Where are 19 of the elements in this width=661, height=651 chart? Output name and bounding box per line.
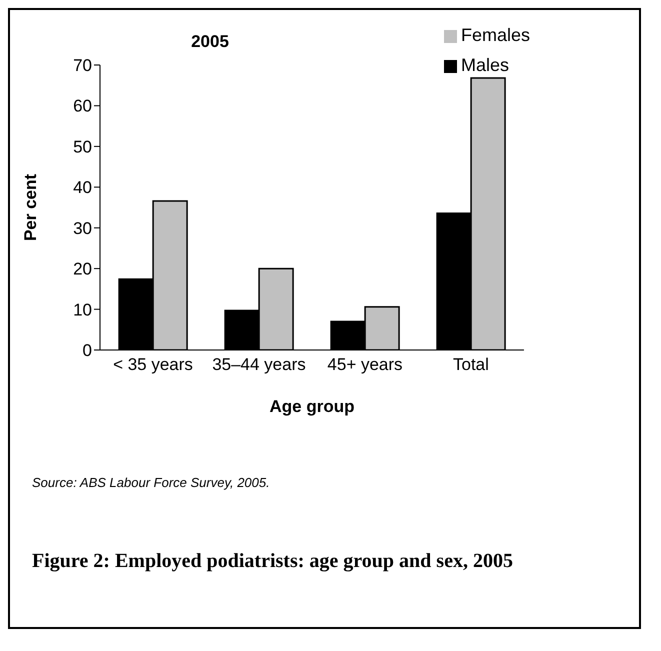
y-tick-label: 0 (82, 341, 92, 360)
x-tick-label: 45+ years (327, 355, 403, 374)
y-tick-label: 30 (73, 218, 92, 238)
y-tick-label: 10 (73, 300, 92, 320)
y-tick-label: 70 (73, 56, 92, 76)
legend-label: Males (460, 55, 509, 75)
x-tick-label: Total (453, 355, 489, 374)
y-tick-label: 60 (73, 96, 92, 116)
caption: Figure 2: Employed podiatrists: age group and sex, 2005 (32, 550, 514, 573)
x-tick-label: < 35 years (113, 355, 193, 374)
y-tick-label: 20 (73, 260, 92, 279)
source-note: Source: ABS Labour Force Survey, 2005. (32, 475, 270, 490)
y-tick-label: 50 (73, 137, 92, 156)
legend-label: Females (460, 25, 530, 45)
x-axis-title: Age group (269, 397, 354, 416)
chart-title: 2005 (190, 32, 230, 52)
y-axis-title: Per cent (21, 174, 40, 242)
y-tick-label: 40 (73, 178, 92, 198)
x-tick-label: 35–44 years (212, 355, 306, 374)
